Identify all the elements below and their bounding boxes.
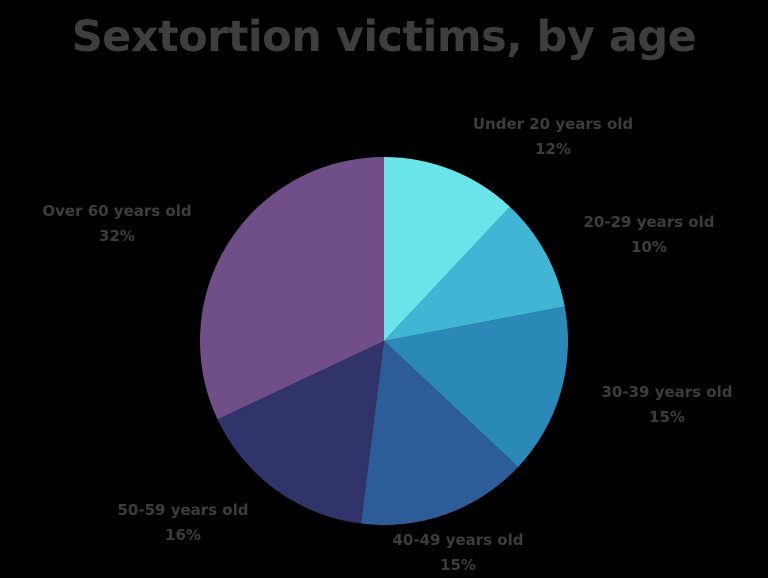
- slice-label-percent: 15%: [440, 556, 476, 574]
- pie-slice-40-49-years-old: [360, 341, 519, 526]
- slice-label: Over 60 years old 32%: [42, 199, 191, 249]
- slice-label: Under 20 years old 12%: [473, 112, 633, 162]
- slice-label: 30-39 years old 15%: [601, 380, 732, 430]
- slice-label: 40-49 years old 15%: [392, 528, 523, 578]
- chart-title: Sextortion victims, by age: [71, 12, 697, 62]
- pie-slice-under-20-years-old: [384, 157, 510, 341]
- slice-label-percent: 15%: [649, 408, 685, 426]
- slice-label-name: Under 20 years old: [472, 115, 634, 133]
- slice-label-name: Over 60 years old: [42, 202, 192, 220]
- pie-slice-50-59-years-old: [217, 341, 384, 524]
- slice-label-percent: 12%: [535, 140, 571, 158]
- pie-slice-30-39-years-old: [384, 306, 568, 467]
- slice-label-name: 20-29 years old: [583, 213, 715, 231]
- slice-label-percent: 32%: [99, 227, 135, 245]
- slice-label: 50-59 years old 16%: [117, 498, 248, 548]
- slice-label-name: 40-49 years old: [392, 531, 524, 549]
- pie-slice-20-29-years-old: [384, 206, 565, 341]
- slice-label-name: 50-59 years old: [117, 501, 249, 519]
- pie-slice-over-60-years-old: [199, 157, 384, 420]
- slice-label-percent: 10%: [631, 238, 667, 256]
- slice-label-name: 30-39 years old: [601, 383, 733, 401]
- slice-label-percent: 16%: [165, 526, 201, 544]
- slice-label: 20-29 years old 10%: [583, 210, 714, 260]
